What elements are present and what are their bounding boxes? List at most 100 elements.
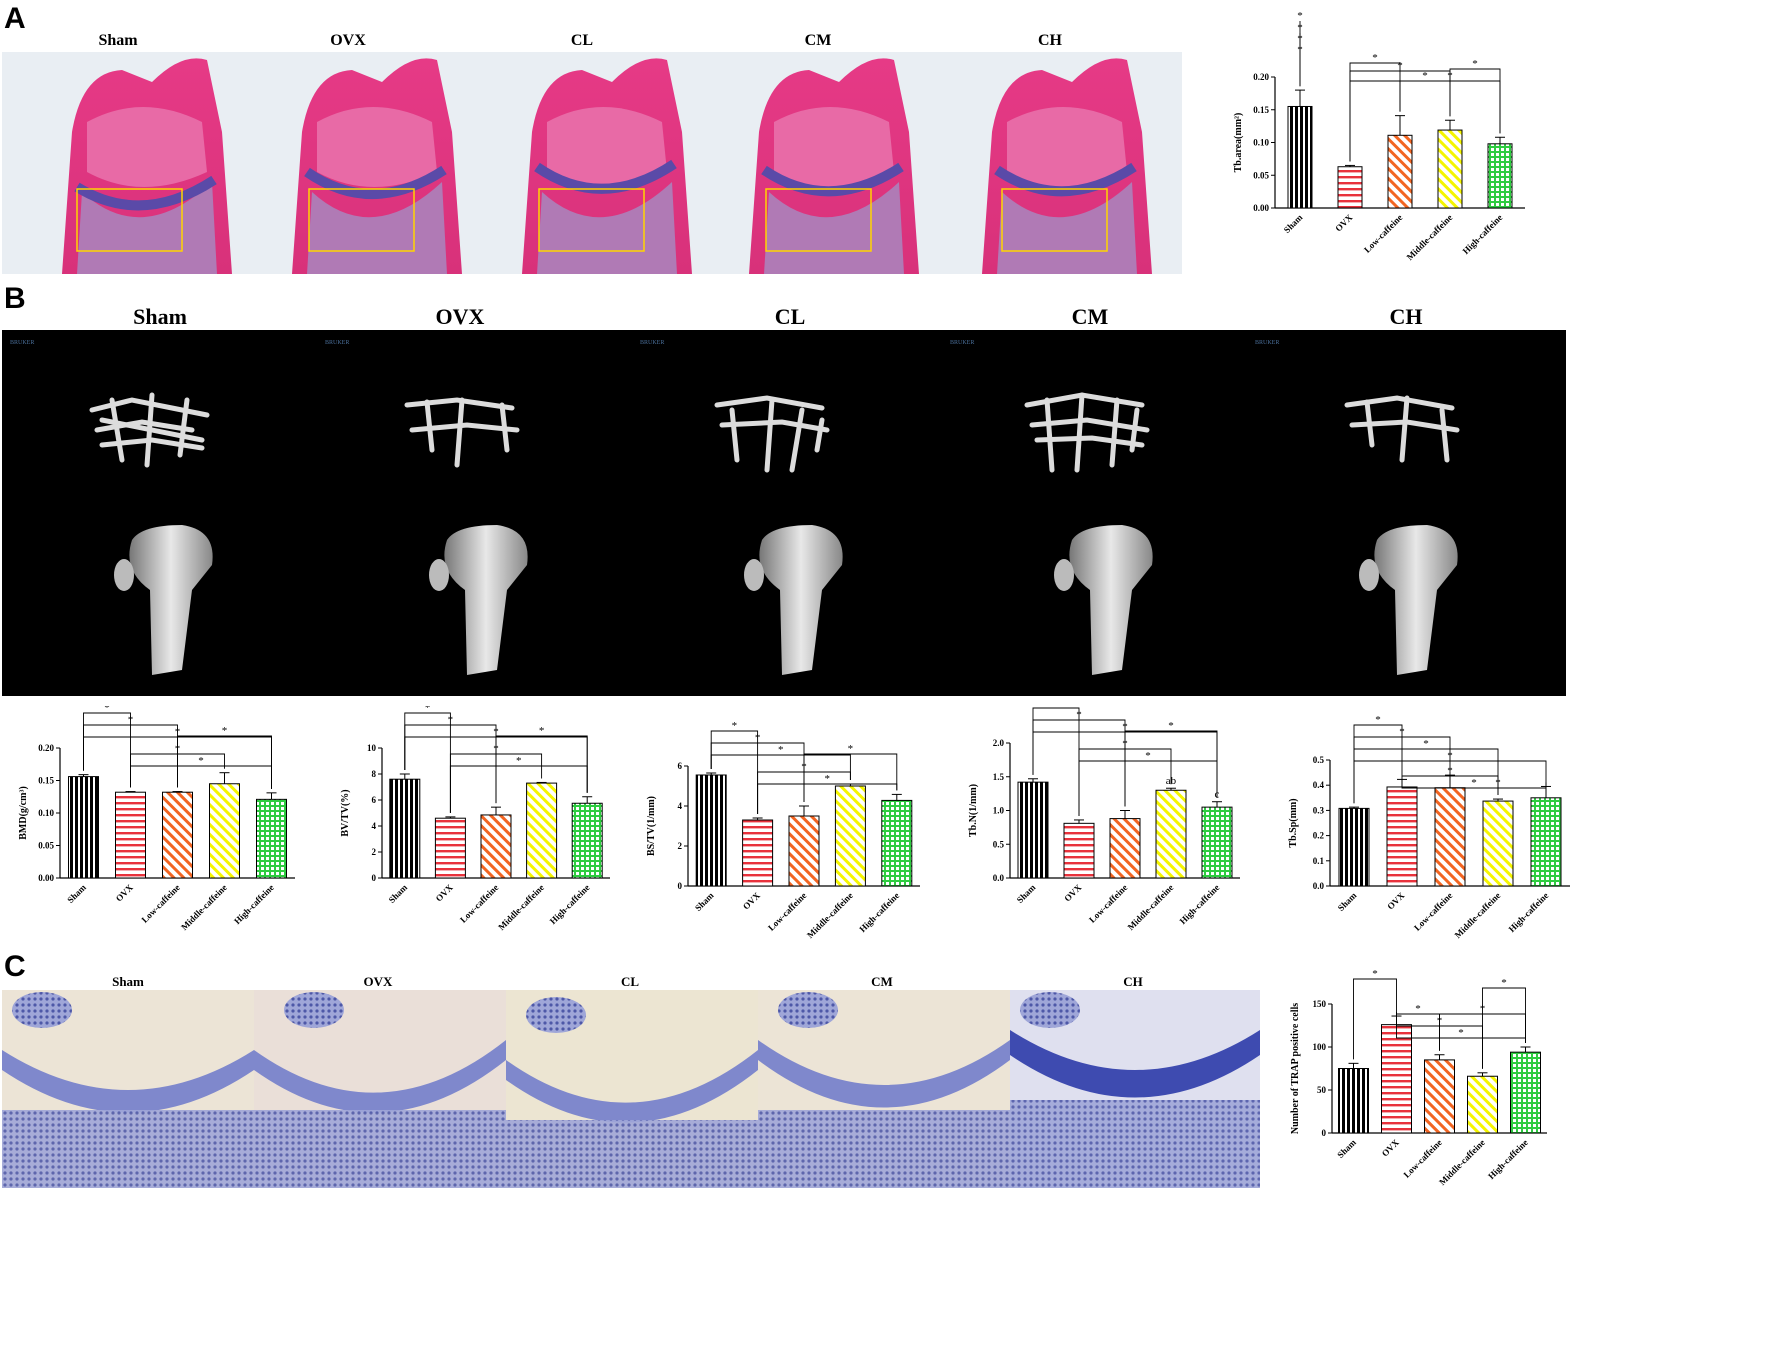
bar-sham bbox=[68, 776, 99, 879]
x-tick-label: Low-caffeine bbox=[766, 890, 808, 932]
y-tick-label: 2 bbox=[372, 847, 377, 857]
x-tick-label: Middle-caffeine bbox=[1453, 890, 1503, 940]
panel-a-label-sham: Sham bbox=[98, 32, 138, 49]
y-tick-label: 0.20 bbox=[1253, 72, 1269, 82]
y-tick-label: 0.00 bbox=[38, 873, 54, 883]
x-tick-label: Sham bbox=[1335, 1137, 1358, 1160]
he-section-ovx bbox=[292, 58, 462, 274]
significance-star: * bbox=[1501, 977, 1507, 989]
bar-sham bbox=[1287, 105, 1313, 209]
significance-star: * bbox=[824, 773, 830, 785]
bar-low bbox=[480, 814, 512, 879]
panel-a-label-ovx: OVX bbox=[330, 32, 366, 49]
x-tick-label: OVX bbox=[1385, 890, 1407, 912]
bar-middle bbox=[1482, 800, 1514, 887]
significance-star: * bbox=[1122, 721, 1128, 733]
significance-bracket: * bbox=[803, 743, 898, 802]
panel-a-image-strip bbox=[2, 52, 1182, 274]
y-tick-label: 0 bbox=[1322, 1128, 1327, 1138]
y-tick-label: 0.10 bbox=[1253, 138, 1269, 148]
bar-sham bbox=[1017, 781, 1049, 879]
micro-ct-column-sham: BRUKER bbox=[10, 340, 213, 675]
bruker-logo: BRUKER bbox=[1255, 340, 1279, 346]
femur-render bbox=[114, 525, 213, 675]
chart-svg: 0.00 0.05 0.10 0.15 0.20 Tb.area(mm²) Sham OVX L… bbox=[1233, 10, 1525, 262]
y-tick-label: 1.0 bbox=[993, 806, 1005, 816]
significance-star: * bbox=[1168, 720, 1174, 732]
micro-ct-column-cm: BRUKER bbox=[950, 340, 1153, 675]
micro-ct-column-ch: BRUKER bbox=[1255, 340, 1460, 675]
bar-ovx bbox=[434, 817, 466, 879]
panel-letter-a: A bbox=[4, 2, 26, 35]
trap-section-cl bbox=[506, 990, 758, 1188]
significance-star: * bbox=[175, 726, 181, 738]
significance-star: * bbox=[128, 714, 134, 726]
bar-high bbox=[1510, 1051, 1541, 1134]
y-tick-label: 0 bbox=[678, 881, 683, 891]
chart-svg: 0.0 0.1 0.2 0.3 0.4 0.5 Tb.Sp(mm) Sham OVX Low-ca… bbox=[1288, 714, 1570, 940]
significance-star: * bbox=[1415, 1003, 1421, 1015]
significance-star: * bbox=[1471, 777, 1477, 789]
x-tick-label: High-caffeine bbox=[857, 890, 901, 934]
trabecular-render bbox=[714, 395, 830, 473]
significance-bracket: * bbox=[757, 773, 898, 814]
x-tick-label: OVX bbox=[114, 882, 136, 904]
bruker-logo: BRUKER bbox=[950, 340, 974, 346]
y-tick-label: 0.4 bbox=[1313, 780, 1325, 790]
significance-star: * bbox=[1458, 1027, 1464, 1039]
trabecular-render bbox=[404, 397, 520, 468]
y-axis-label: BS/TV(1/mm) bbox=[646, 796, 657, 856]
y-tick-label: 50 bbox=[1317, 1085, 1327, 1095]
he-section-cl bbox=[522, 58, 692, 274]
femur-render bbox=[1054, 525, 1153, 675]
femur-render bbox=[744, 525, 843, 675]
chart-bv-tv: 0 2 4 6 8 10 BV/TV(%) Sham OVX Low-caffeine Middle… bbox=[300, 702, 610, 944]
significance-bracket: * bbox=[449, 755, 588, 813]
panel-a-label-cl: CL bbox=[570, 32, 594, 49]
y-tick-label: 0.10 bbox=[38, 808, 54, 818]
bar-middle bbox=[1155, 789, 1187, 879]
significance-bracket: * bbox=[1353, 738, 1499, 804]
bar-low bbox=[1387, 134, 1413, 209]
y-tick-label: 0 bbox=[372, 873, 377, 883]
significance-bracket: * bbox=[710, 744, 851, 780]
y-tick-label: 0.15 bbox=[1253, 105, 1269, 115]
he-section-cm bbox=[749, 58, 919, 274]
he-section-sham bbox=[62, 58, 232, 274]
significance-star: * bbox=[425, 706, 431, 714]
trabecular-render bbox=[1024, 392, 1150, 473]
x-tick-label: OVX bbox=[1380, 1137, 1402, 1159]
y-tick-label: 0.5 bbox=[993, 839, 1005, 849]
panel-b-label-ovx: OVX bbox=[435, 304, 485, 329]
bruker-logo: BRUKER bbox=[640, 340, 664, 346]
bruker-logo: BRUKER bbox=[325, 340, 349, 346]
bar-ovx bbox=[742, 819, 774, 887]
significance-star: * bbox=[104, 706, 110, 714]
y-axis-label: BMD(g/cm³) bbox=[18, 786, 29, 840]
x-tick-label: Sham bbox=[387, 882, 410, 905]
trap-section-sham bbox=[2, 990, 254, 1188]
bar-middle bbox=[1467, 1075, 1498, 1134]
y-tick-label: 0.2 bbox=[1313, 831, 1325, 841]
x-tick-label: Sham bbox=[65, 882, 88, 905]
micro-ct-image-strip: BRUKER BRUKER bbox=[2, 330, 1566, 696]
significance-star: * bbox=[1472, 58, 1478, 70]
chart-tb-sp: 0.0 0.1 0.2 0.3 0.4 0.5 Tb.Sp(mm) Sham OVX Low-ca… bbox=[1260, 706, 1570, 944]
y-axis-label: Number of TRAP positive cells bbox=[1290, 1003, 1301, 1134]
x-tick-label: Middle-caffeine bbox=[1126, 882, 1176, 932]
femur-render bbox=[1359, 525, 1458, 675]
significance-star: * bbox=[1297, 10, 1303, 22]
chart-tb-area: 0.00 0.05 0.10 0.15 0.20 Tb.area(mm²) Sham OVX L… bbox=[1180, 2, 1770, 278]
y-tick-label: 6 bbox=[678, 761, 683, 771]
significance-bracket: * bbox=[1482, 977, 1526, 1069]
y-axis-label: Tb.Sp(mm) bbox=[1288, 798, 1299, 847]
x-tick-label: OVX bbox=[741, 890, 763, 912]
significance-star: * bbox=[1397, 60, 1403, 72]
significance-star: * bbox=[1422, 70, 1428, 82]
y-axis-label: BV/TV(%) bbox=[340, 789, 351, 836]
x-tick-label: High-caffeine bbox=[1461, 212, 1505, 256]
panel-b-label-sham: Sham bbox=[133, 304, 187, 329]
trabecular-render bbox=[89, 392, 210, 468]
panel-letter-c: C bbox=[4, 950, 26, 983]
significance-star: * bbox=[1297, 44, 1303, 56]
